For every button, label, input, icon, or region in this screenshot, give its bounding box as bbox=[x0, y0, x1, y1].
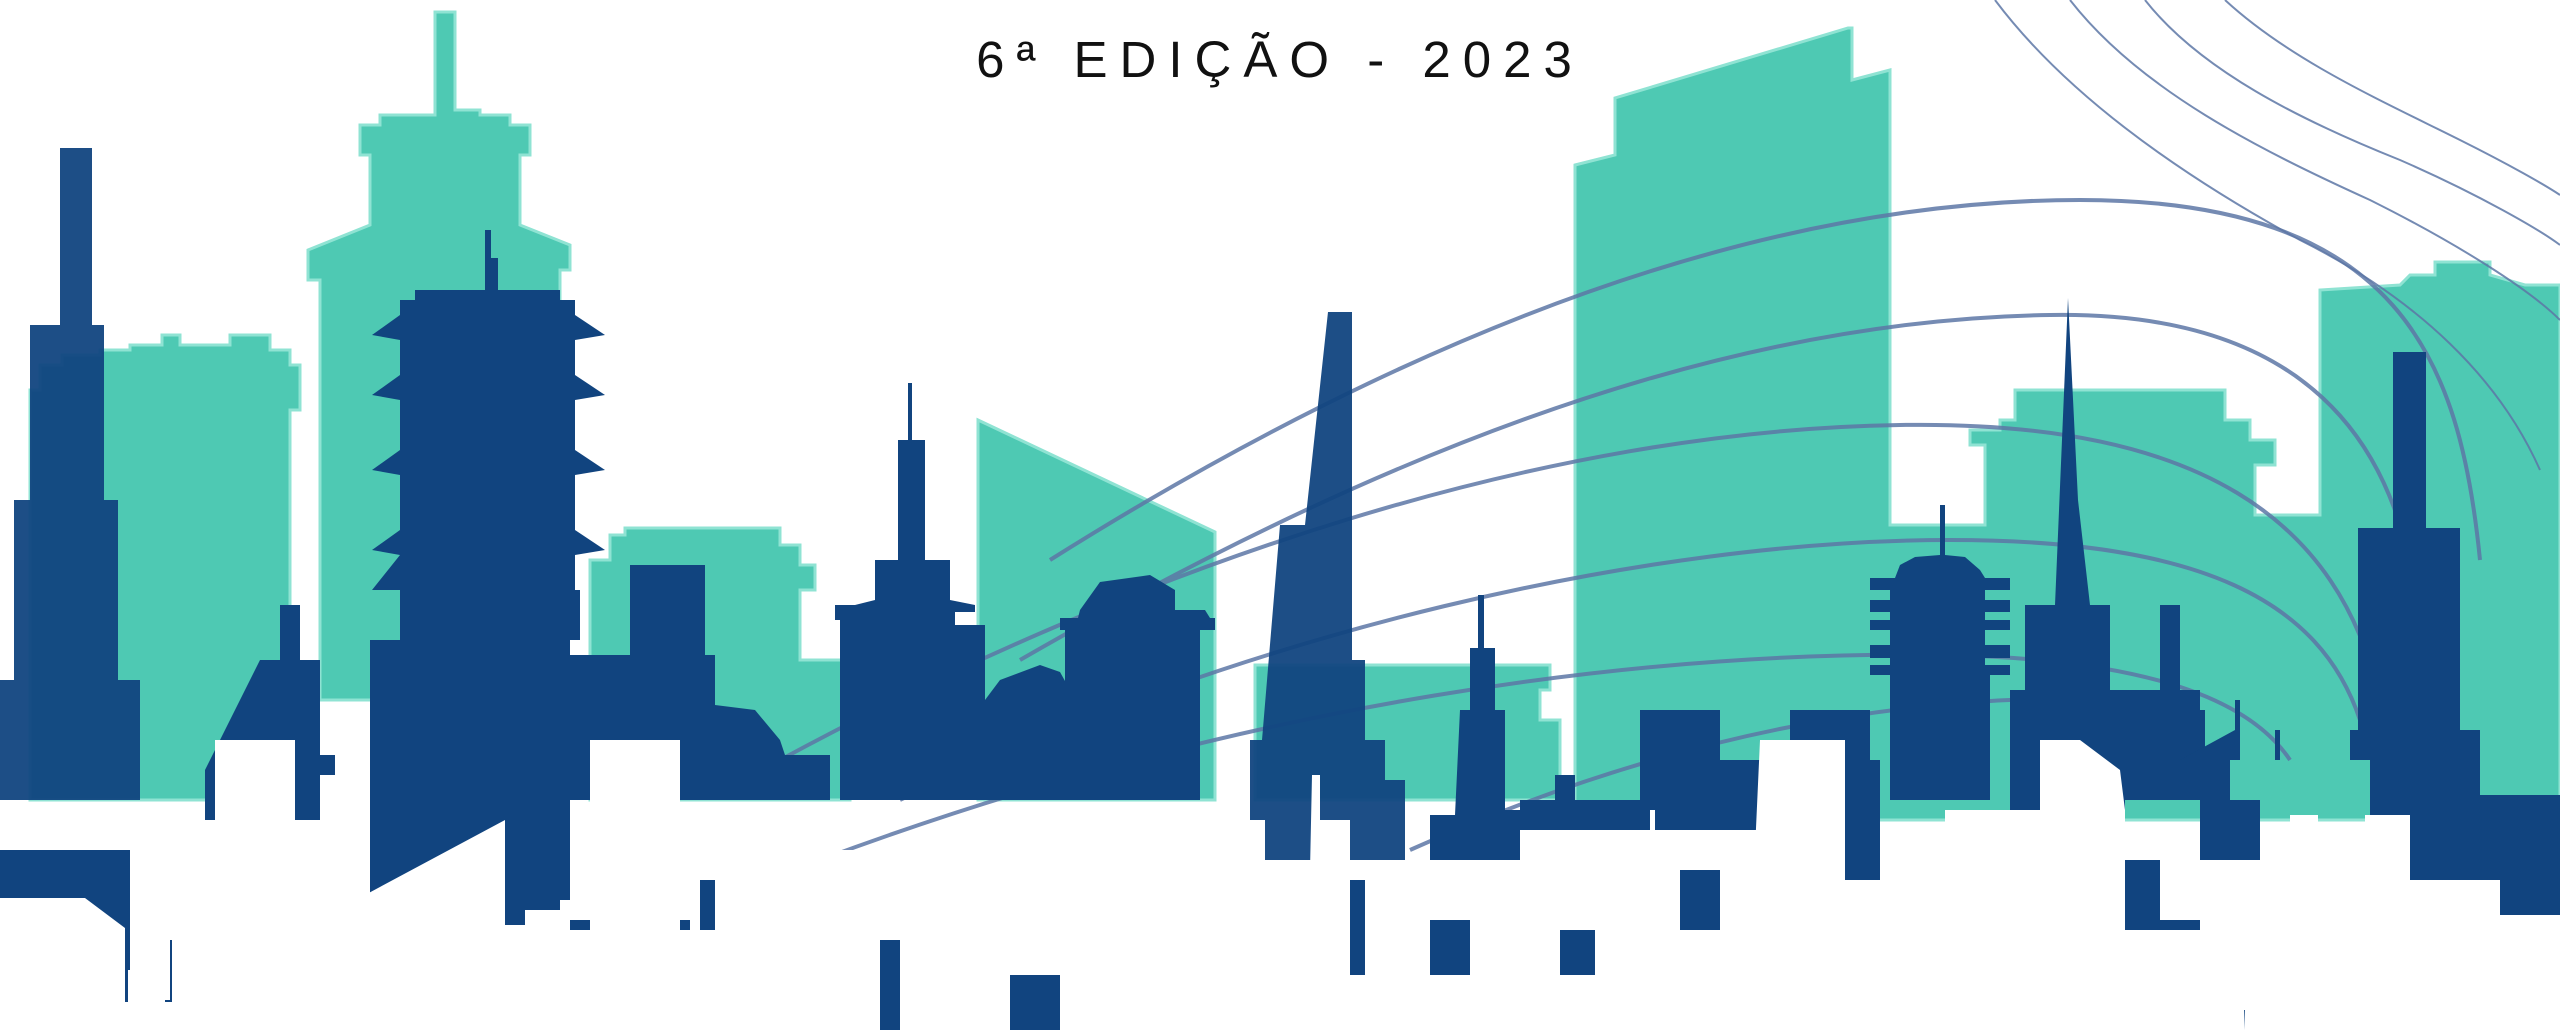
navy-building-domes-right bbox=[1060, 575, 1215, 800]
white-building-center bbox=[1060, 740, 2245, 1030]
white-building-far-right bbox=[2245, 815, 2560, 1030]
navy-building-antenna bbox=[835, 383, 985, 800]
white-foreground-buildings bbox=[0, 740, 2560, 1030]
navy-building-left-spire bbox=[0, 148, 140, 800]
navy-building-right-cluster bbox=[2110, 605, 2205, 800]
navy-building-thin-slanted bbox=[1250, 312, 1405, 860]
navy-building-striped bbox=[1870, 505, 2010, 800]
navy-building-dome bbox=[965, 665, 1075, 800]
navy-building-low-center bbox=[1520, 710, 1765, 830]
navy-building-right-tall bbox=[2180, 352, 2560, 960]
white-building-far-left bbox=[0, 740, 880, 1030]
navy-building-spire bbox=[2010, 298, 2125, 820]
navy-building-mid-small bbox=[1430, 595, 1520, 860]
navy-building-pagoda bbox=[370, 230, 605, 900]
edition-title: 6ª EDIÇÃO - 2023 bbox=[976, 31, 1584, 88]
thin-corner-lines bbox=[1994, 0, 2560, 471]
